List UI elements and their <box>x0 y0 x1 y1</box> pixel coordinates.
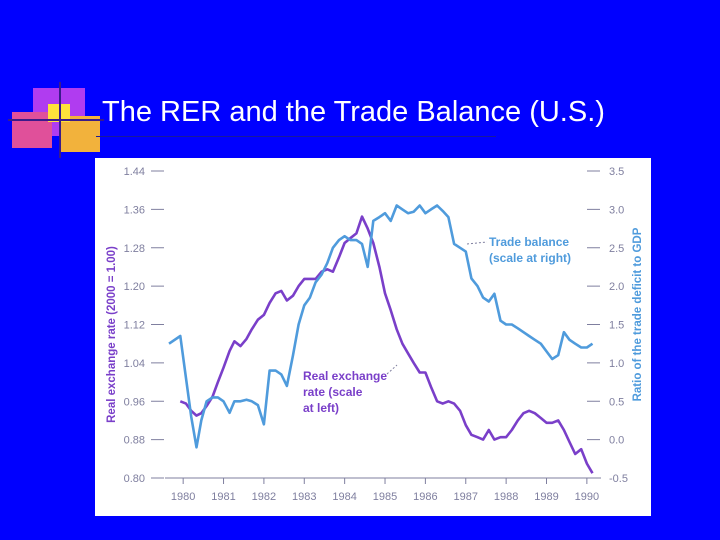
x-tick-label: 1989 <box>534 491 558 503</box>
right-tick-label: 1.5 <box>609 320 624 332</box>
right-tick-label: 1.0 <box>609 358 624 370</box>
deco-square-orange <box>60 116 100 152</box>
left-tick-label: 1.44 <box>124 166 145 178</box>
deco-title-underline <box>96 136 496 137</box>
x-tick-label: 1987 <box>454 491 478 503</box>
right-tick-label: 2.0 <box>609 281 624 293</box>
x-tick-label: 1983 <box>292 491 316 503</box>
left-tick-label: 0.96 <box>124 396 145 408</box>
right-axis-title: Ratio of the trade deficit to GDP <box>632 227 644 401</box>
rer-annotation-label: Real exchange <box>303 369 387 383</box>
x-tick-label: 1985 <box>373 491 397 503</box>
x-tick-label: 1984 <box>332 491 356 503</box>
x-tick-label: 1988 <box>494 491 518 503</box>
deco-square-pink <box>12 112 52 148</box>
rer-annotation-label: at left) <box>303 401 339 415</box>
x-tick-label: 1980 <box>171 491 195 503</box>
right-tick-label: 0.5 <box>609 396 624 408</box>
left-tick-label: 1.20 <box>124 281 145 293</box>
left-tick-label: 0.88 <box>124 435 145 447</box>
left-tick-label: 1.28 <box>124 243 145 255</box>
left-tick-label: 0.80 <box>124 473 145 485</box>
trade-annotation-leader <box>466 241 488 245</box>
right-tick-label: 0.0 <box>609 435 624 447</box>
rer-series-line <box>179 215 594 474</box>
x-tick-label: 1986 <box>413 491 437 503</box>
left-tick-label: 1.04 <box>124 358 145 370</box>
x-tick-label: 1981 <box>211 491 235 503</box>
deco-horizontal-line <box>8 119 104 121</box>
right-tick-label: -0.5 <box>609 473 628 485</box>
trade-annotation-label: Trade balance <box>489 235 569 249</box>
left-tick-label: 1.12 <box>124 320 145 332</box>
trade-annotation-label: (scale at right) <box>489 251 571 265</box>
rer-annotation-leader <box>386 364 398 375</box>
chart-panel: 0.80 0.88 0.96 1.04 1.12 1.20 1.28 1.36 1.44 -0.5… <box>95 158 651 516</box>
page-title: The RER and the Trade Balance (U.S.) <box>102 96 605 128</box>
trade-balance-series-line <box>168 204 594 449</box>
line-chart: 0.80 0.88 0.96 1.04 1.12 1.20 1.28 1.36 1.44 -0.5… <box>106 166 644 503</box>
left-tick-label: 1.36 <box>124 204 145 216</box>
right-tick-label: 3.5 <box>609 166 624 178</box>
x-tick-label: 1990 <box>575 491 599 503</box>
right-tick-label: 2.5 <box>609 243 624 255</box>
right-tick-label: 3.0 <box>609 204 624 216</box>
x-tick-label: 1982 <box>252 491 276 503</box>
rer-annotation-label: rate (scale <box>303 385 363 399</box>
left-axis-title: Real exchange rate (2000 = 1.00) <box>106 246 118 423</box>
